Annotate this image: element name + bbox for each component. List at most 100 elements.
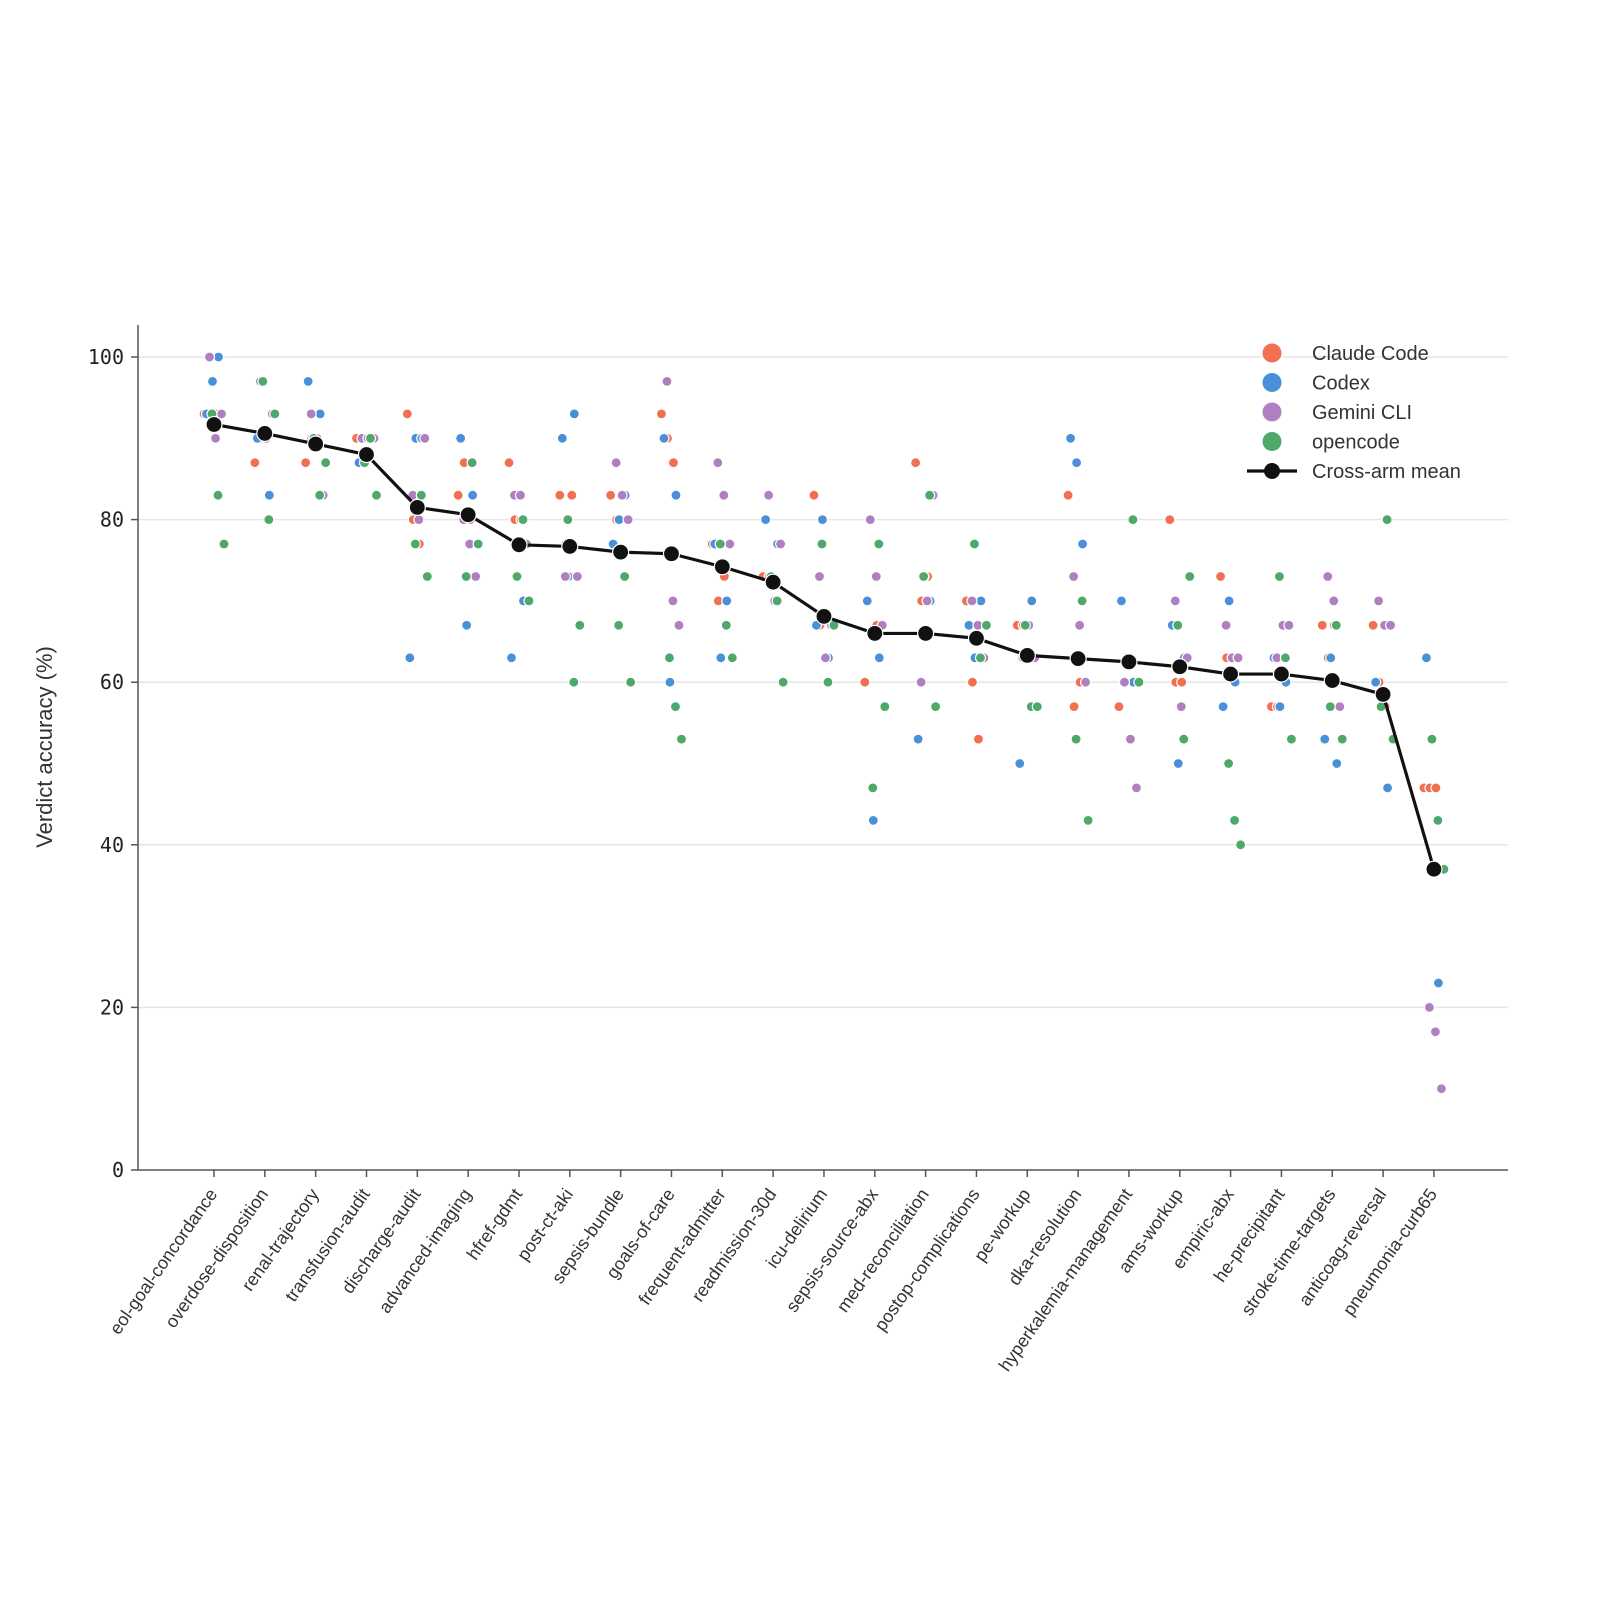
point-opencode bbox=[1222, 757, 1235, 770]
point-opencode bbox=[1178, 733, 1190, 745]
point-opencode bbox=[1228, 814, 1241, 827]
mean-point bbox=[764, 573, 782, 591]
point-codex bbox=[816, 513, 829, 526]
point-gemini-cli bbox=[1384, 619, 1397, 631]
point-gemini-cli bbox=[1068, 570, 1080, 583]
x-tick-label-stroke-time-targets: stroke-time-targets bbox=[1237, 1185, 1339, 1319]
point-gemini-cli bbox=[1175, 700, 1187, 713]
point-claude-code bbox=[667, 457, 680, 469]
point-claude-code bbox=[1062, 489, 1074, 501]
point-gemini-cli bbox=[1130, 782, 1143, 794]
mean-point bbox=[561, 537, 579, 556]
point-opencode bbox=[460, 570, 472, 583]
point-codex bbox=[1026, 595, 1038, 607]
point-codex bbox=[1065, 432, 1077, 444]
point-claude-code bbox=[1164, 513, 1176, 526]
point-gemini-cli bbox=[966, 595, 978, 607]
point-gemini-cli bbox=[209, 432, 222, 444]
scatter-points bbox=[198, 351, 1450, 1095]
point-opencode bbox=[466, 457, 478, 469]
point-codex bbox=[670, 489, 682, 501]
mean-line-group bbox=[205, 415, 1443, 878]
legend-marker-opencode bbox=[1262, 432, 1282, 451]
point-gemini-cli bbox=[616, 489, 628, 501]
point-claude-code bbox=[1214, 570, 1227, 583]
point-codex bbox=[302, 375, 314, 387]
point-claude-code bbox=[249, 457, 261, 469]
y-tick-label: 40 bbox=[100, 833, 124, 857]
mean-point bbox=[917, 624, 935, 643]
mean-point bbox=[1018, 646, 1036, 664]
point-codex bbox=[461, 619, 473, 631]
point-gemini-cli bbox=[1074, 619, 1086, 631]
point-codex bbox=[263, 489, 275, 501]
point-opencode bbox=[1031, 700, 1043, 713]
point-gemini-cli bbox=[571, 570, 583, 583]
point-opencode bbox=[1330, 619, 1342, 631]
point-opencode bbox=[867, 782, 879, 794]
mean-line bbox=[213, 422, 1436, 870]
point-codex bbox=[556, 432, 568, 444]
point-claude-code bbox=[910, 457, 922, 469]
point-opencode bbox=[218, 538, 230, 550]
point-opencode bbox=[1082, 814, 1094, 827]
point-opencode bbox=[314, 489, 326, 501]
point-codex bbox=[867, 814, 879, 827]
point-gemini-cli bbox=[514, 489, 527, 501]
point-gemini-cli bbox=[1169, 595, 1181, 607]
point-opencode bbox=[1234, 839, 1247, 851]
mean-point bbox=[662, 545, 681, 563]
mean-point bbox=[815, 607, 833, 625]
point-codex bbox=[1172, 757, 1184, 770]
mean-point bbox=[510, 536, 528, 554]
point-gemini-cli bbox=[1220, 619, 1232, 631]
point-opencode bbox=[980, 619, 993, 631]
point-codex bbox=[505, 652, 518, 664]
point-codex bbox=[658, 432, 670, 444]
point-codex bbox=[568, 408, 580, 420]
point-claude-code bbox=[605, 489, 617, 501]
point-gemini-cli bbox=[1322, 570, 1334, 583]
point-gemini-cli bbox=[763, 489, 775, 501]
point-opencode bbox=[1133, 676, 1145, 688]
point-codex bbox=[455, 432, 467, 444]
point-opencode bbox=[720, 619, 732, 631]
point-opencode bbox=[1127, 513, 1139, 526]
point-gemini-cli bbox=[470, 570, 482, 583]
point-codex bbox=[1274, 700, 1286, 713]
mean-point bbox=[408, 498, 426, 517]
point-claude-code bbox=[859, 676, 871, 688]
point-codex bbox=[760, 513, 772, 526]
point-opencode bbox=[873, 538, 885, 550]
point-codex bbox=[664, 676, 676, 688]
legend-marker-codex bbox=[1262, 373, 1282, 392]
point-opencode bbox=[714, 538, 726, 550]
mean-point bbox=[612, 543, 630, 561]
y-tick-labels: 0 20 40 60 80 100 bbox=[88, 345, 138, 1182]
point-opencode bbox=[370, 489, 383, 501]
point-opencode bbox=[816, 538, 828, 550]
point-gemini-cli bbox=[1080, 676, 1092, 688]
point-opencode bbox=[879, 700, 891, 713]
point-opencode bbox=[1336, 733, 1348, 745]
point-gemini-cli bbox=[712, 457, 724, 469]
mean-point bbox=[1272, 665, 1291, 683]
point-claude-code bbox=[300, 457, 312, 469]
point-codex bbox=[206, 375, 219, 387]
legend: Claude Code Codex Gemini CLI opencode Cross-… bbox=[1247, 343, 1461, 483]
mean-point bbox=[866, 624, 884, 643]
point-gemini-cli bbox=[864, 513, 876, 526]
point-claude-code bbox=[401, 408, 413, 420]
x-tick-label-med-reconciliation: med-reconciliation bbox=[833, 1185, 933, 1316]
point-opencode bbox=[364, 432, 377, 444]
mean-point bbox=[967, 629, 986, 647]
mean-point bbox=[459, 506, 477, 524]
point-gemini-cli bbox=[413, 513, 425, 526]
point-gemini-cli bbox=[1372, 595, 1385, 607]
mean-point bbox=[357, 445, 376, 464]
point-opencode bbox=[523, 595, 535, 607]
mean-point bbox=[307, 435, 325, 453]
legend-label: opencode bbox=[1312, 432, 1400, 454]
point-gemini-cli bbox=[775, 538, 787, 550]
point-opencode bbox=[511, 570, 523, 583]
